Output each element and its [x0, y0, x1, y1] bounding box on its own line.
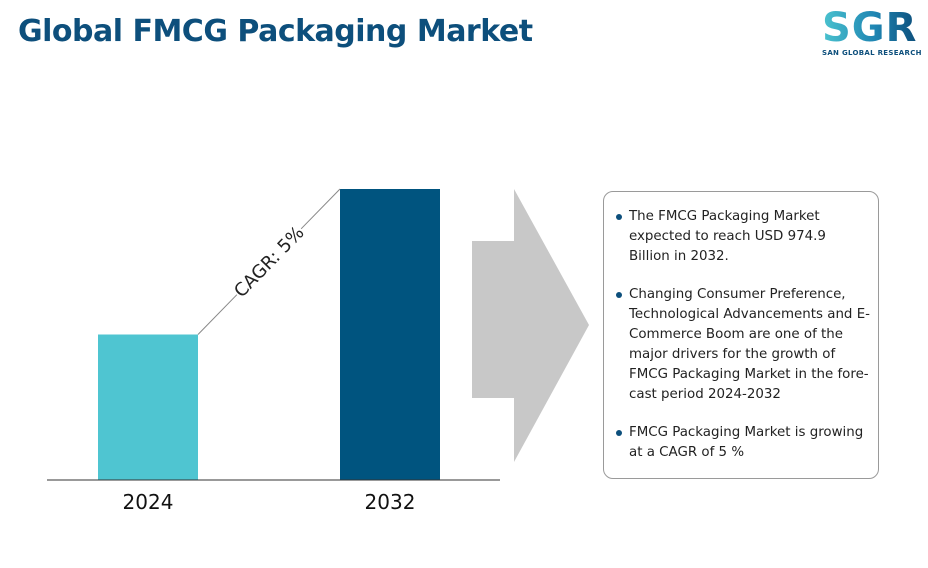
bar-2024: [98, 334, 198, 480]
page-title: Global FMCG Packaging Market: [18, 14, 533, 49]
tick-label-2032: 2032: [365, 490, 416, 514]
logo-subtitle: SAN GLOBAL RESEARCH: [822, 49, 922, 57]
info-bullet-1: The FMCG Packaging Market expected to re…: [616, 207, 870, 267]
info-bullet-3: FMCG Packaging Market is growing at a CA…: [616, 423, 870, 463]
info-bullet-2: Changing Consumer Preference, Technologi…: [616, 285, 870, 405]
cagr-connector-left: [197, 294, 238, 335]
info-box: The FMCG Packaging Market expected to re…: [603, 191, 879, 479]
tick-label-2024: 2024: [123, 490, 174, 514]
logo-mark: SGR: [822, 5, 918, 51]
bar-2032: [340, 189, 440, 480]
cagr-connector-right: [300, 188, 341, 230]
company-logo: SGR SAN GLOBAL RESEARCH: [818, 6, 922, 60]
